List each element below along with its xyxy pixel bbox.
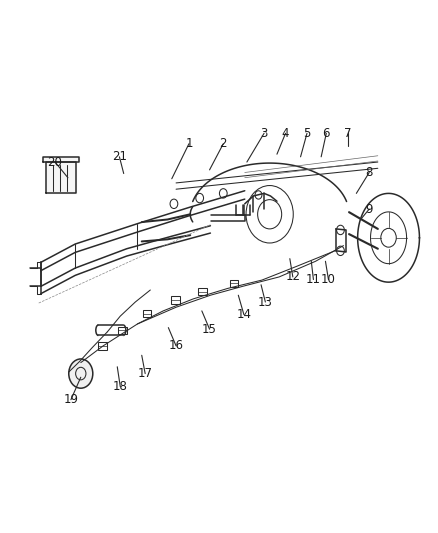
- Text: 1: 1: [185, 138, 193, 150]
- Polygon shape: [46, 162, 76, 193]
- Bar: [198, 288, 207, 295]
- Text: 20: 20: [48, 156, 63, 168]
- Text: 19: 19: [64, 393, 78, 406]
- Circle shape: [69, 359, 93, 388]
- Bar: [118, 327, 127, 334]
- Text: 12: 12: [285, 270, 300, 284]
- Text: 14: 14: [237, 308, 251, 321]
- Bar: [143, 310, 151, 317]
- Text: 9: 9: [365, 203, 373, 215]
- Bar: [171, 296, 180, 304]
- Polygon shape: [43, 157, 79, 162]
- Text: 6: 6: [322, 127, 330, 140]
- Text: 5: 5: [303, 127, 311, 140]
- Text: 21: 21: [112, 150, 127, 163]
- Text: 13: 13: [258, 295, 273, 309]
- Text: 11: 11: [306, 273, 321, 286]
- Text: 10: 10: [321, 273, 336, 286]
- Text: 18: 18: [113, 380, 128, 393]
- Text: 4: 4: [282, 127, 289, 140]
- Text: 2: 2: [219, 138, 227, 150]
- Bar: [98, 342, 106, 350]
- Text: 7: 7: [344, 127, 352, 140]
- Text: 16: 16: [169, 340, 184, 352]
- Text: 8: 8: [366, 166, 373, 179]
- Text: 3: 3: [260, 127, 268, 140]
- Bar: [230, 279, 238, 287]
- Text: 17: 17: [138, 367, 153, 380]
- Text: 15: 15: [202, 322, 217, 336]
